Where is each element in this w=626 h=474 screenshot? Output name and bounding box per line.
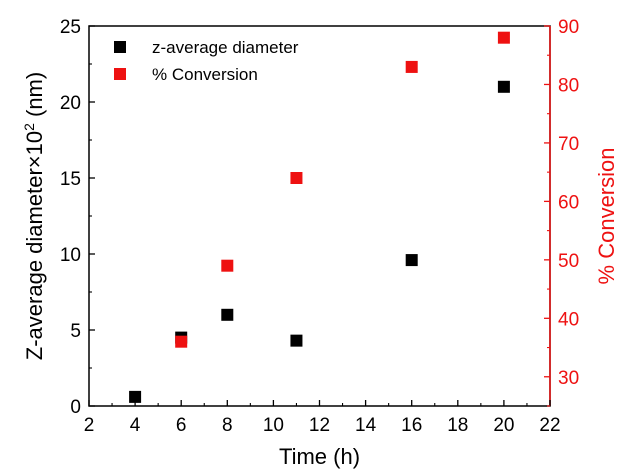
diameter-point-8h: [221, 308, 234, 321]
x-tick-label: 18: [447, 415, 468, 436]
legend-marker-conversion: [114, 68, 126, 80]
legend: z-average diameter % Conversion: [114, 38, 299, 84]
diameter-point-11h: [290, 334, 303, 347]
y2-tick-label: 30: [558, 368, 579, 389]
data-points-layer: [129, 31, 510, 403]
x-axis-title: Time (h): [279, 444, 360, 469]
legend-marker-z-average-diameter: [114, 41, 126, 53]
y2-tick-label: 80: [558, 75, 579, 96]
y2-axis-title: % Conversion: [594, 148, 619, 285]
diameter-point-4h: [129, 390, 142, 403]
y-tick-label: 0: [70, 397, 81, 418]
conversion-point-16h: [405, 60, 418, 73]
x-tick-label: 8: [222, 415, 233, 436]
diameter-point-16h: [405, 254, 418, 267]
x-tick-label: 4: [130, 415, 141, 436]
x-tick-label: 12: [309, 415, 330, 436]
conversion-point-6h: [175, 335, 188, 348]
x-tick-label: 22: [539, 415, 560, 436]
diameter-point-20h: [497, 80, 510, 93]
conversion-point-11h: [290, 172, 303, 184]
y2-tick-label: 70: [558, 134, 579, 155]
y2-tick-label: 90: [558, 17, 579, 38]
y2-tick-label: 60: [558, 192, 579, 213]
conversion-point-8h: [221, 259, 234, 272]
y-tick-label: 5: [70, 321, 81, 342]
y-tick-label: 15: [60, 169, 81, 190]
y2-tick-label: 40: [558, 309, 579, 330]
y-axis-title: Z-average diameter×102 (nm): [21, 72, 47, 360]
x-tick-label: 16: [401, 415, 422, 436]
tick-labels-layer: 2 4 6 8 10 12 14 16 18 20 22 0 5 10 15 20 25 30 40 50 60 70 80…: [60, 17, 579, 436]
y-axis-title-superscript: 2: [21, 123, 37, 131]
y-tick-label: 25: [60, 17, 81, 38]
y-tick-label: 10: [60, 245, 81, 266]
x-tick-label: 2: [84, 415, 95, 436]
legend-label-z-average-diameter: z-average diameter: [152, 38, 299, 57]
x-tick-label: 10: [263, 415, 284, 436]
y-axis-title-main: Z-average diameter×10: [22, 131, 47, 360]
x-tick-label: 6: [176, 415, 187, 436]
x-tick-label: 20: [493, 415, 514, 436]
conversion-point-20h: [497, 31, 510, 44]
y-tick-label: 20: [60, 93, 81, 114]
x-tick-label: 14: [355, 415, 377, 436]
y-axis-title-unit: (nm): [22, 72, 47, 123]
y2-tick-label: 50: [558, 251, 579, 272]
legend-label-conversion: % Conversion: [152, 65, 258, 84]
